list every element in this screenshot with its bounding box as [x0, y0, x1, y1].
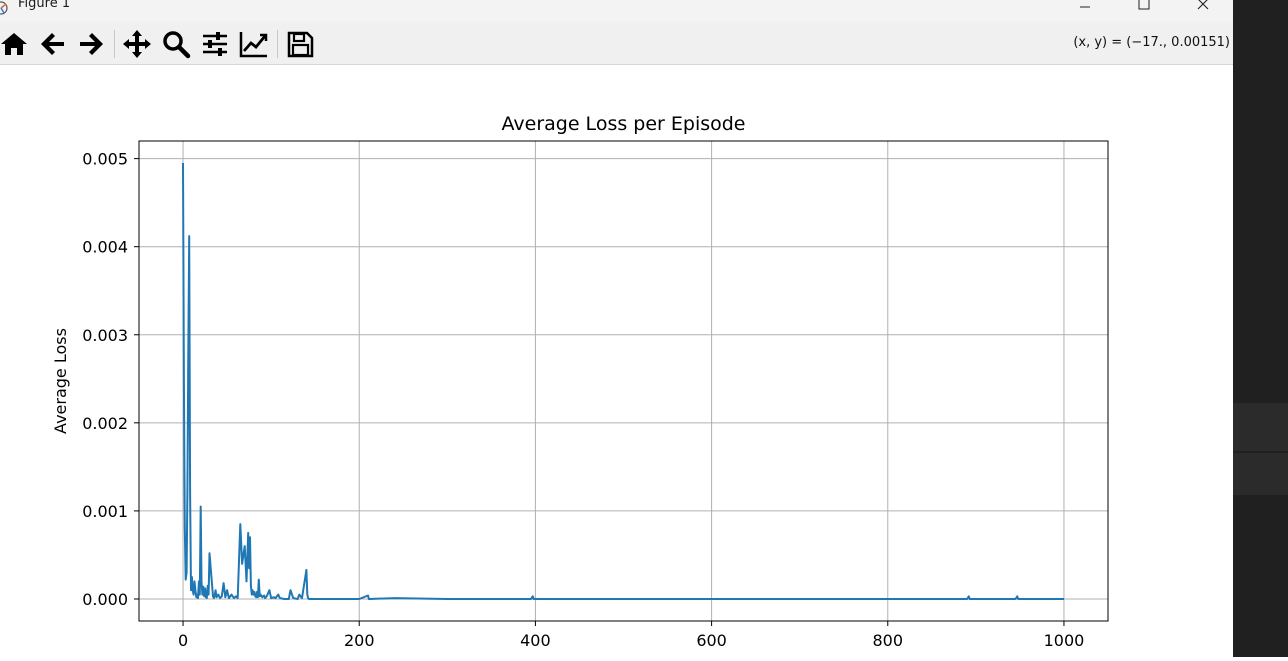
background-band [1233, 403, 1288, 451]
navigation-toolbar: (x, y) = (−17., 0.00151) [0, 22, 1233, 65]
minimize-button[interactable] [1062, 0, 1108, 22]
y-tick-label: 0.004 [82, 238, 128, 257]
chart-title: Average Loss per Episode [502, 113, 746, 135]
cursor-coordinates-readout: (x, y) = (−17., 0.00151) [1073, 35, 1230, 50]
line-chart-icon [239, 32, 268, 58]
arrow-left-icon [41, 33, 64, 55]
x-tick-label: 600 [696, 631, 727, 650]
back-button[interactable] [38, 29, 68, 59]
x-tick-label: 200 [344, 631, 375, 650]
x-tick-label: 1000 [1044, 631, 1085, 650]
move-icon [123, 30, 151, 58]
edit-axis-button[interactable] [239, 29, 269, 59]
title-bar: Figure 1 [0, 0, 1233, 22]
x-tick-label: 800 [872, 631, 903, 650]
y-axis-label: Average Loss [51, 328, 70, 434]
save-button[interactable] [285, 29, 315, 59]
axes-frame [138, 140, 1109, 622]
window-title: Figure 1 [18, 0, 71, 11]
y-tick-label: 0.000 [82, 590, 128, 609]
sliders-icon [203, 32, 227, 56]
home-icon [1, 33, 27, 55]
x-tick-label: 400 [520, 631, 551, 650]
toolbar-separator [114, 30, 115, 58]
line-chart: 0 200 400 600 800 1000 0.000 0.001 0.002 0.003 0.0… [51, 113, 1109, 650]
y-tick-label: 0.005 [82, 150, 128, 169]
figure-canvas[interactable]: 0 200 400 600 800 1000 0.000 0.001 0.002 0.003 0.0… [0, 65, 1233, 657]
pan-button[interactable] [122, 29, 152, 59]
zoom-button[interactable] [161, 29, 191, 59]
series-line [182, 162, 1064, 600]
y-tick-label: 0.003 [82, 326, 128, 345]
toolbar-separator [277, 30, 278, 58]
y-tick-label: 0.002 [82, 414, 128, 433]
floppy-disk-icon [287, 31, 314, 58]
forward-button[interactable] [76, 29, 106, 59]
matplotlib-logo-icon [0, 0, 8, 15]
background-window-strip [1233, 0, 1288, 657]
arrow-right-icon [80, 33, 103, 55]
close-button[interactable] [1180, 0, 1226, 22]
background-band [1233, 453, 1288, 495]
maximize-button[interactable] [1121, 0, 1167, 22]
figure-window: Figure 1 [0, 0, 1233, 657]
y-tick-label: 0.001 [82, 502, 128, 521]
x-tick-label: 0 [178, 631, 188, 650]
search-icon [163, 31, 191, 59]
configure-subplots-button[interactable] [200, 29, 230, 59]
home-button[interactable] [0, 29, 29, 59]
